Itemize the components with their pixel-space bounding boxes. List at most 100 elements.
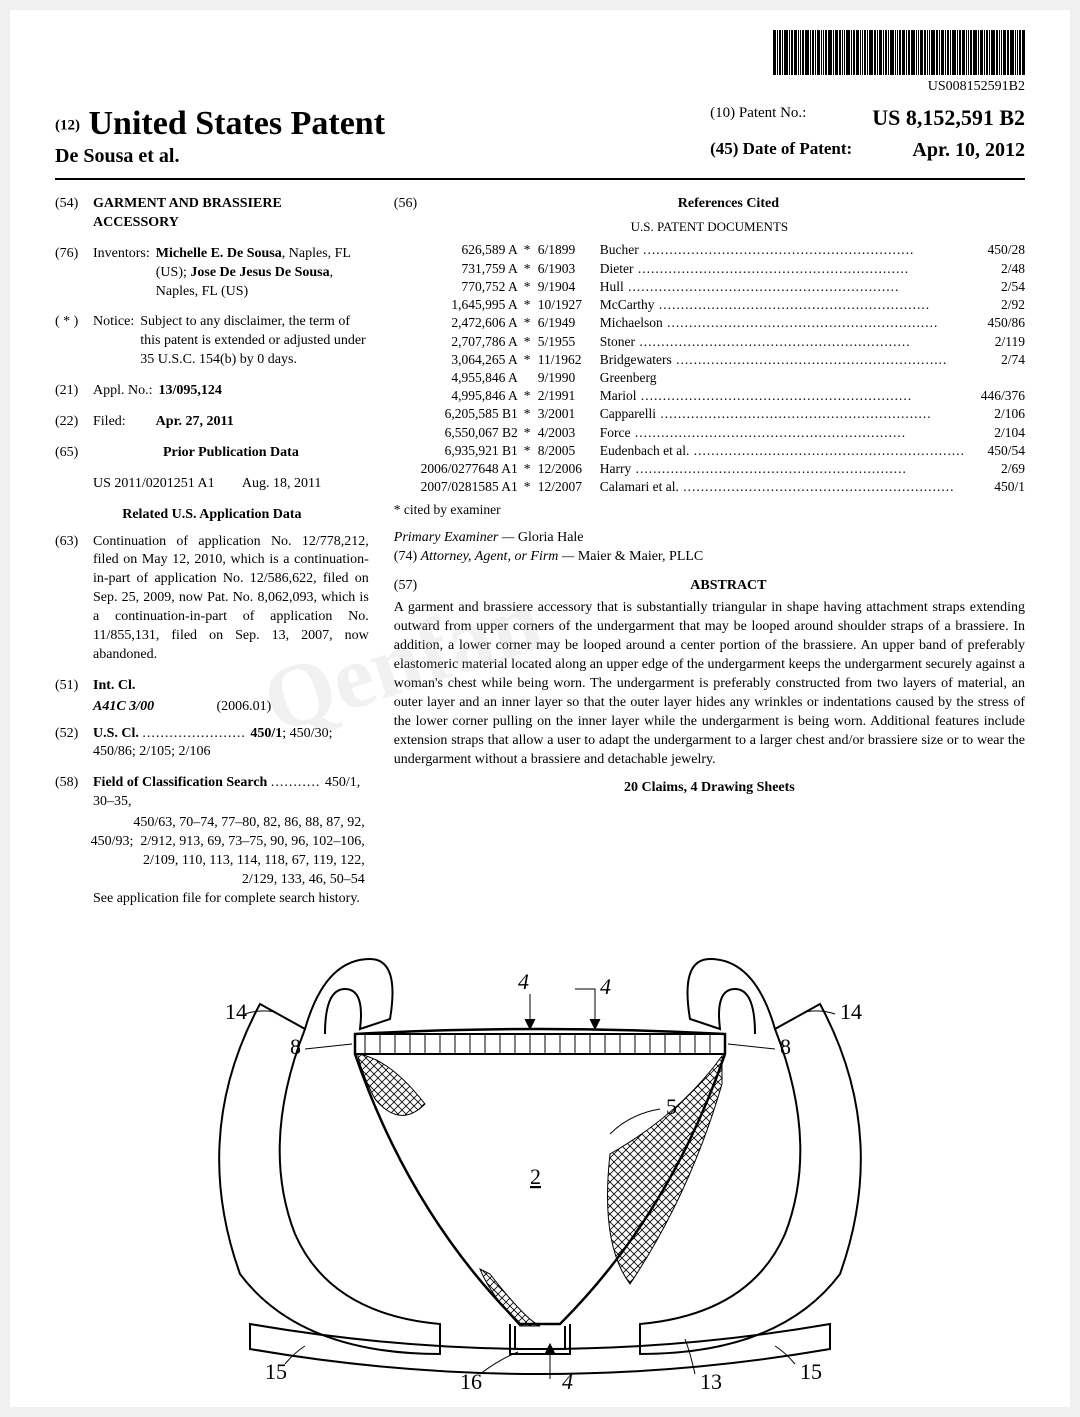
intcl-code: A41C 3/00 (93, 698, 213, 717)
reference-row: 4,955,846 A9/1990Greenberg (394, 369, 1025, 387)
columns: (54) GARMENT AND BRASSIERE ACCESSORY (76… (55, 195, 1025, 909)
intcl-label: Int. Cl. (93, 677, 135, 696)
abstract-text: A garment and brassiere accessory that i… (394, 599, 1025, 769)
filed-label: Filed: (93, 413, 126, 432)
patent-no-label: (10) Patent No.: (710, 105, 852, 137)
field-refs: (56) References Cited (394, 195, 1025, 214)
fig-label-15b: 15 (800, 1359, 822, 1384)
reference-row: 626,589 A*6/1899Bucher450/28 (394, 241, 1025, 259)
uscl-line: U.S. Cl. ....................... 450/1; … (93, 725, 369, 763)
reference-row: 2,707,786 A*5/1955Stoner2/119 (394, 333, 1025, 351)
intcl-year: (2006.01) (217, 699, 272, 714)
reference-row: 6,205,585 B1*3/2001Capparelli2/106 (394, 405, 1025, 423)
reference-row: 6,935,921 B1*8/2005Eudenbach et al.450/5… (394, 442, 1025, 460)
fig-label-4c: 4 (562, 1369, 573, 1394)
header-prefix: (12) (55, 118, 80, 134)
field-filed: (22) Filed: Apr. 27, 2011 (55, 413, 369, 432)
notice-label: Notice: (93, 313, 134, 370)
attorney-name: Maier & Maier, PLLC (578, 549, 703, 564)
fig-label-2: 2 (530, 1164, 541, 1189)
claims-line: 20 Claims, 4 Drawing Sheets (394, 779, 1025, 798)
left-column: (54) GARMENT AND BRASSIERE ACCESSORY (76… (55, 195, 369, 909)
examiner-label: Primary Examiner — (394, 530, 515, 545)
appl-val: 13/095,124 (159, 382, 369, 401)
field-abstract: (57) ABSTRACT (394, 577, 1025, 596)
header-left: (12) United States Patent De Sousa et al… (55, 105, 540, 168)
date-label: (45) Date of Patent: (710, 139, 852, 168)
fig-label-13: 13 (700, 1369, 722, 1394)
fig-label-14b: 14 (840, 999, 862, 1024)
related-heading: Related U.S. Application Data (55, 506, 369, 525)
refs-heading: References Cited (432, 195, 1025, 214)
figure-area: 14 14 8 8 5 2 15 15 16 13 4 4 4 (55, 934, 1025, 1399)
refs-sub: U.S. PATENT DOCUMENTS (394, 218, 1025, 236)
fcs-text-cont: 450/63, 70–74, 77–80, 82, 86, 88, 87, 92… (55, 814, 369, 890)
header-inventor: De Sousa et al. (55, 145, 540, 168)
title-text: GARMENT AND BRASSIERE ACCESSORY (93, 195, 369, 233)
patent-figure: 14 14 8 8 5 2 15 15 16 13 4 4 4 (130, 934, 950, 1394)
right-column: (56) References Cited U.S. PATENT DOCUME… (394, 195, 1025, 909)
inv-num: (76) (55, 245, 93, 302)
field-fcs: (58) Field of Classification Search ....… (55, 774, 369, 812)
fig-label-14a: 14 (225, 999, 247, 1024)
related-text: Continuation of application No. 12/778,2… (93, 533, 369, 665)
fig-label-8a: 8 (290, 1034, 301, 1059)
reference-row: 770,752 A*9/1904Hull2/54 (394, 278, 1025, 296)
appl-num: (21) (55, 382, 93, 401)
barcode: US008152591B2 (773, 30, 1025, 95)
barcode-section: US008152591B2 (55, 30, 1025, 95)
field-related: (63) Continuation of application No. 12/… (55, 533, 369, 665)
abstract-heading: ABSTRACT (432, 577, 1025, 596)
prior-pub-num: (65) (55, 444, 93, 463)
fig-label-4a: 4 (518, 969, 529, 994)
fcs-footer: See application file for complete search… (93, 890, 369, 909)
fcs-num: (58) (55, 774, 93, 812)
field-intcl: (51) Int. Cl. (55, 677, 369, 696)
header-main: United States Patent (89, 105, 386, 142)
notice-text: Subject to any disclaimer, the term of t… (140, 313, 369, 370)
references-table: 626,589 A*6/1899Bucher450/28731,759 A*6/… (394, 241, 1025, 496)
reference-row: 731,759 A*6/1903Dieter2/48 (394, 260, 1025, 278)
fcs-line: Field of Classification Search .........… (93, 774, 369, 812)
field-prior-pub: (65) Prior Publication Data (55, 444, 369, 463)
field-title: (54) GARMENT AND BRASSIERE ACCESSORY (55, 195, 369, 233)
inv-text: Michelle E. De Sousa, Naples, FL (US); J… (156, 245, 369, 302)
attorney-label: Attorney, Agent, or Firm — (421, 549, 575, 564)
fig-label-15a: 15 (265, 1359, 287, 1384)
reference-row: 4,995,846 A*2/1991Mariol446/376 (394, 387, 1025, 405)
fig-label-5: 5 (666, 1094, 677, 1119)
reference-row: 6,550,067 B2*4/2003Force2/104 (394, 424, 1025, 442)
fig-label-4b: 4 (600, 974, 611, 999)
uscl-num: (52) (55, 725, 93, 763)
examiner-name: Gloria Hale (518, 530, 584, 545)
field-appl: (21) Appl. No.: 13/095,124 (55, 382, 369, 401)
uscl-label: U.S. Cl. (93, 726, 139, 741)
field-notice: ( * ) Notice: Subject to any disclaimer,… (55, 313, 369, 370)
filed-val: Apr. 27, 2011 (156, 413, 369, 432)
filed-num: (22) (55, 413, 93, 432)
attorney-line: (74) Attorney, Agent, or Firm — Maier & … (394, 548, 1025, 567)
notice-num: ( * ) (55, 313, 93, 370)
inv-label: Inventors: (93, 245, 150, 302)
field-inventors: (76) Inventors: Michelle E. De Sousa, Na… (55, 245, 369, 302)
intcl-num: (51) (55, 677, 93, 696)
barcode-text: US008152591B2 (773, 79, 1025, 95)
attorney-num: (74) (394, 549, 417, 564)
related-num: (63) (55, 533, 93, 665)
title-num: (54) (55, 195, 93, 233)
reference-row: 2006/0277648 A1*12/2006Harry2/69 (394, 460, 1025, 478)
patent-main-title: (12) United States Patent (55, 105, 540, 143)
fig-label-16: 16 (460, 1369, 482, 1394)
examiner-line: Primary Examiner — Gloria Hale (394, 529, 1025, 548)
prior-pub-text: US 2011/0201251 A1 Aug. 18, 2011 (93, 475, 369, 494)
patent-page: Qenfan US008152 (10, 10, 1070, 1407)
header-right: (10) Patent No.: US 8,152,591 B2 (45) Da… (540, 105, 1025, 168)
field-uscl: (52) U.S. Cl. ....................... 45… (55, 725, 369, 763)
reference-row: 3,064,265 A*11/1962Bridgewaters2/74 (394, 351, 1025, 369)
intcl-row: A41C 3/00 (2006.01) (93, 698, 369, 717)
header-row: (12) United States Patent De Sousa et al… (55, 105, 1025, 180)
appl-label: Appl. No.: (93, 382, 153, 401)
reference-row: 2007/0281585 A1*12/2007Calamari et al.45… (394, 478, 1025, 496)
patent-no-value: US 8,152,591 B2 (872, 105, 1025, 137)
reference-row: 1,645,995 A*10/1927McCarthy2/92 (394, 296, 1025, 314)
